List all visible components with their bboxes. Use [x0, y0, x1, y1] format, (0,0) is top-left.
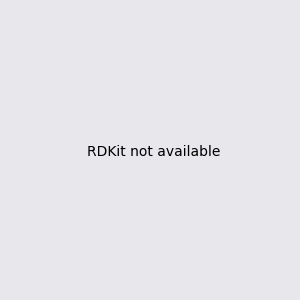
- Text: RDKit not available: RDKit not available: [87, 145, 220, 158]
